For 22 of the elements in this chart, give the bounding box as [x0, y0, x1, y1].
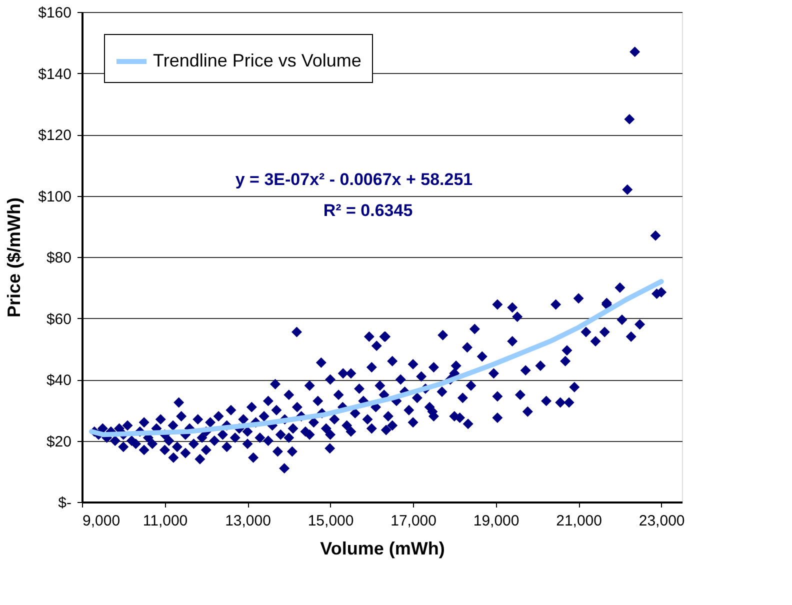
legend-label: Trendline Price vs Volume: [153, 50, 362, 70]
annotation: R² = 0.6345: [323, 201, 413, 220]
y-tick-label: $140: [38, 66, 72, 83]
x-tick-label: 23,000: [638, 512, 685, 530]
x-tick-label: 19,000: [473, 512, 520, 530]
annotation: y = 3E-07x² - 0.0067x + 58.251: [235, 170, 473, 189]
x-tick-label: 9,000: [82, 512, 120, 530]
y-tick-label: $20: [46, 433, 72, 450]
x-tick-label: 13,000: [225, 512, 271, 530]
y-tick-label: $160: [38, 4, 72, 22]
y-tick-label: $-: [58, 494, 72, 512]
x-tick-label: 11,000: [142, 512, 188, 530]
x-tick-label: 17,000: [390, 512, 436, 530]
y-tick-label: $40: [46, 372, 72, 389]
y-tick-label: $80: [46, 250, 72, 266]
y-tick-label: $100: [38, 188, 72, 206]
x-tick-label: 21,000: [556, 512, 602, 530]
y-tick-label: $120: [38, 127, 72, 144]
y-tick-label: $60: [46, 310, 72, 328]
x-axis-title: Volume (mWh): [320, 538, 445, 558]
x-tick-label: 15,000: [308, 512, 354, 530]
y-axis-title: Price ($/mWh): [4, 197, 24, 318]
